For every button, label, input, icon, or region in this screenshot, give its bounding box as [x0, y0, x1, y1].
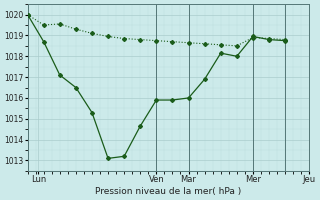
X-axis label: Pression niveau de la mer( hPa ): Pression niveau de la mer( hPa ) [95, 187, 242, 196]
